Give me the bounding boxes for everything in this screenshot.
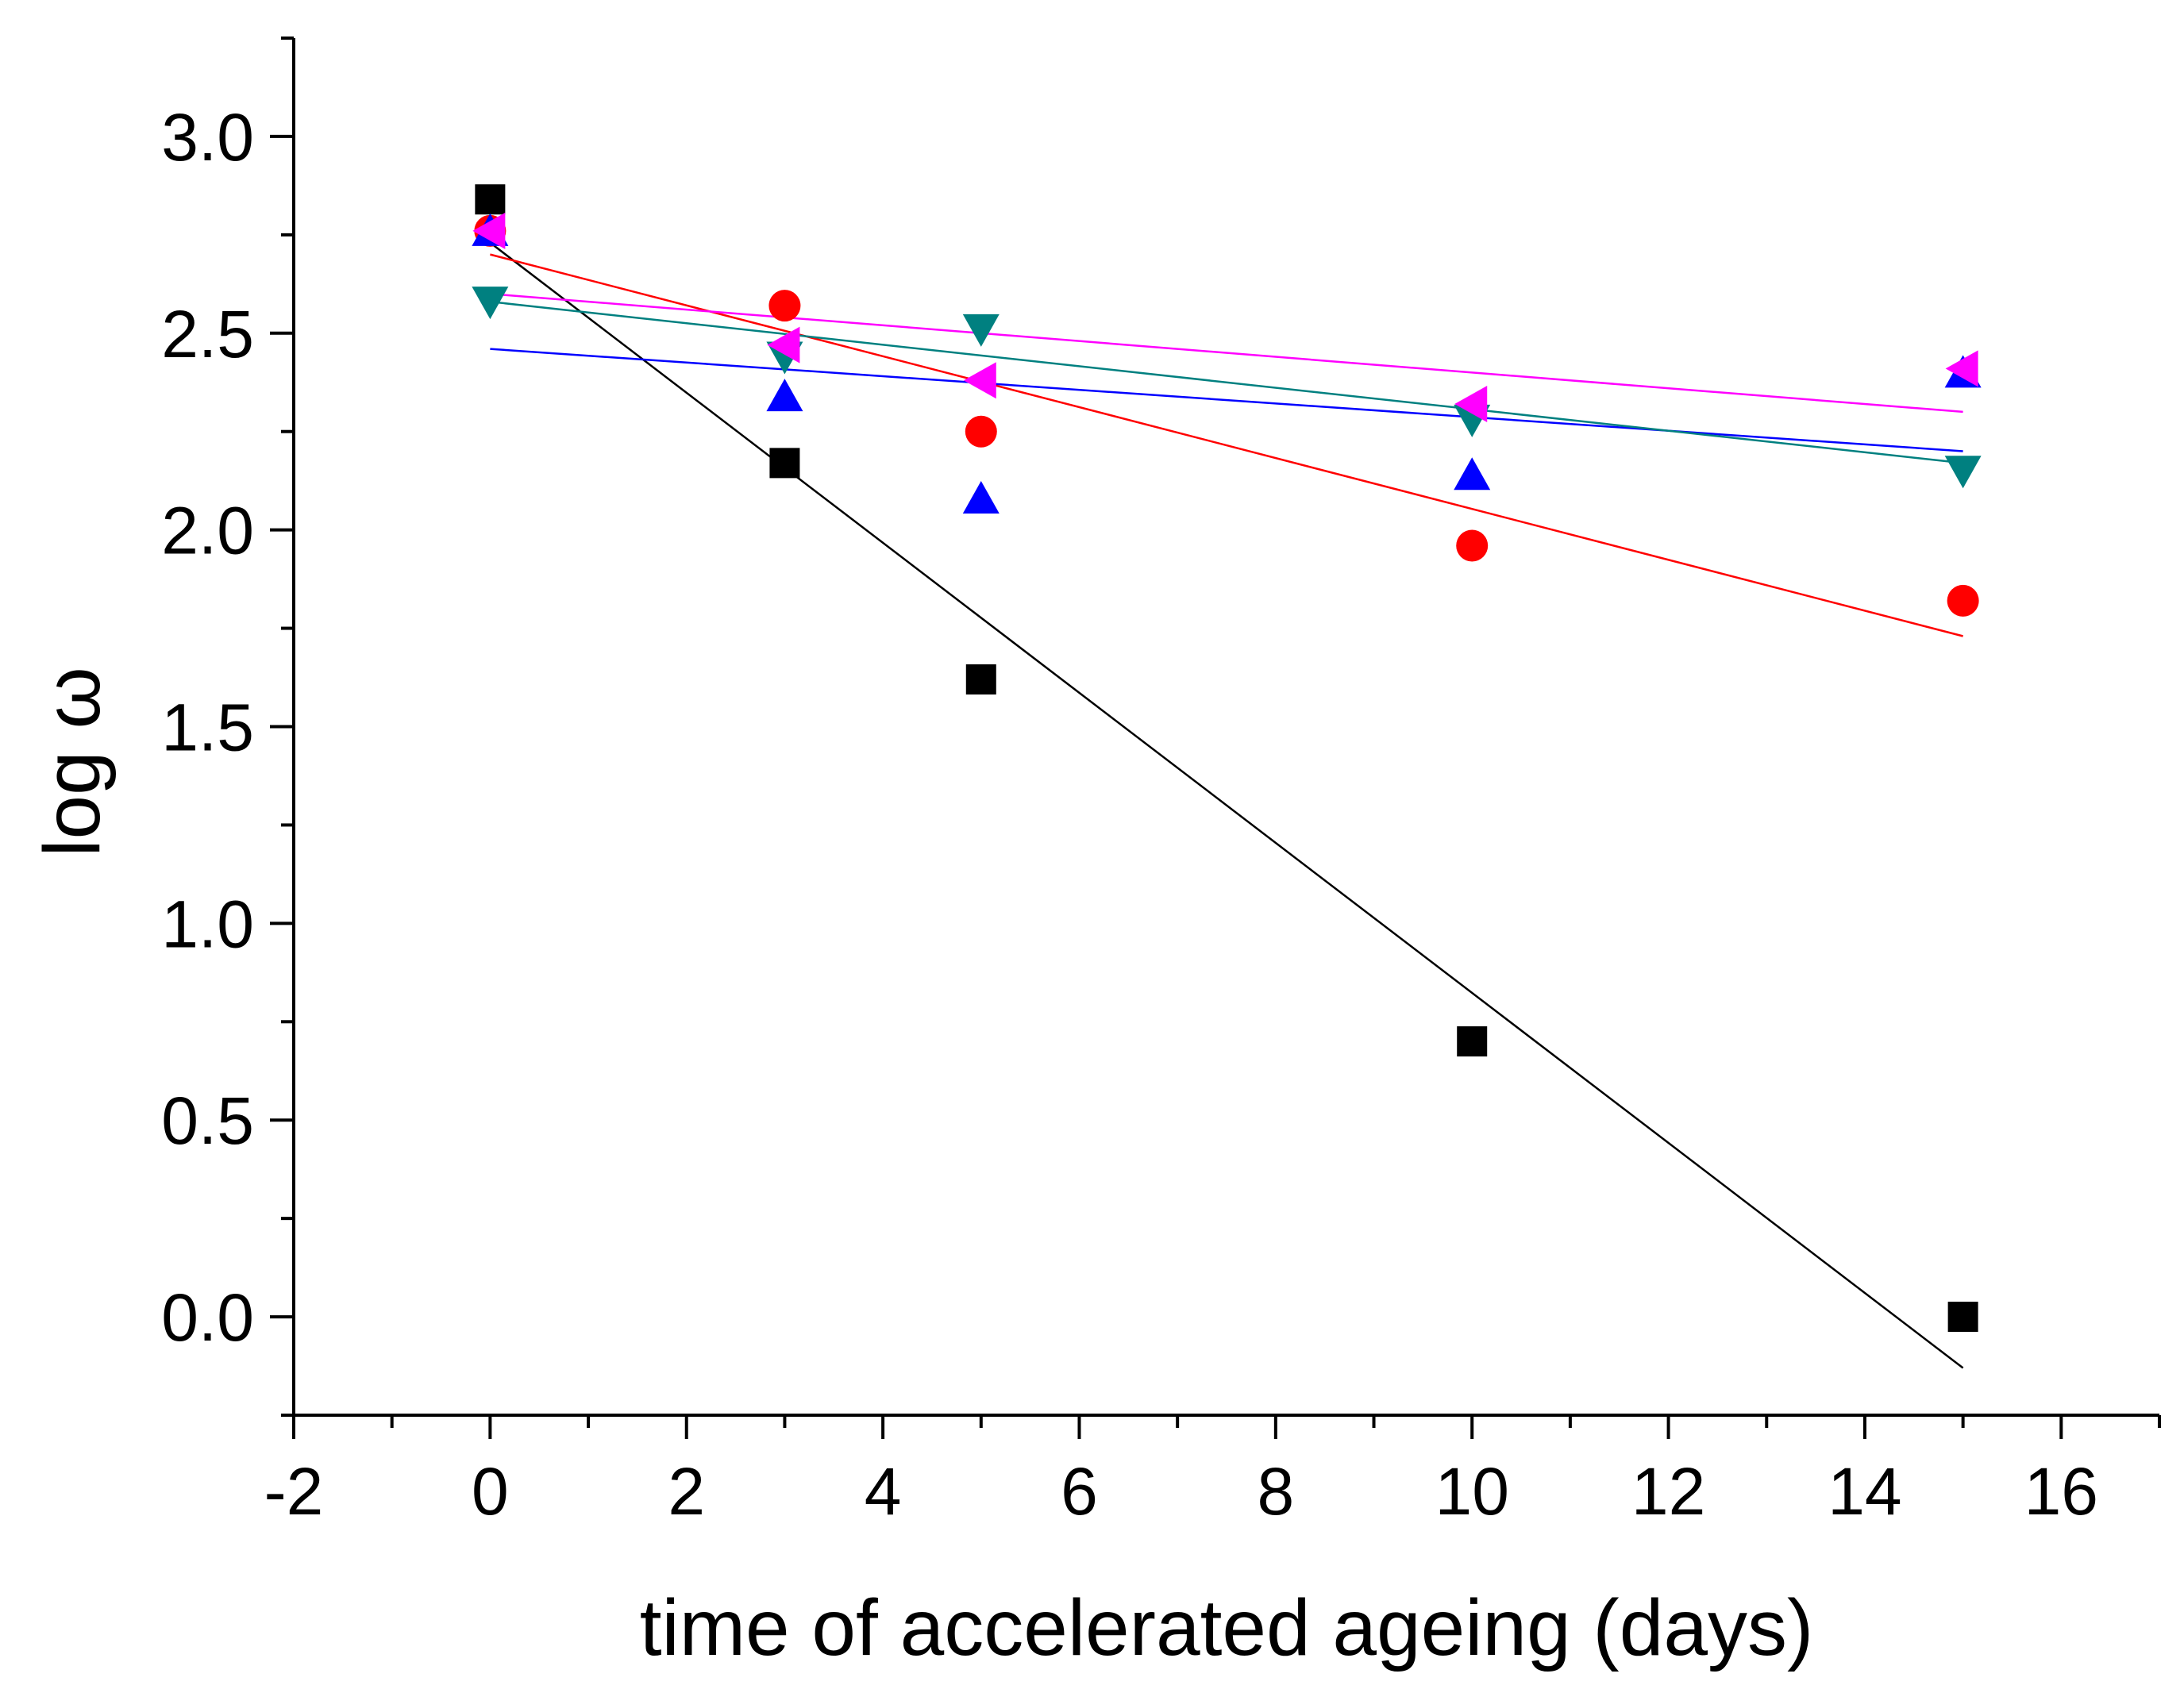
fit-line (490, 348, 1963, 452)
x-tick-label: 8 (1257, 1454, 1294, 1529)
x-tick-label: -2 (264, 1454, 324, 1529)
data-point (1947, 1302, 1978, 1333)
data-point (472, 212, 506, 249)
data-points (472, 184, 1982, 1333)
data-point (769, 448, 800, 479)
y-axis-title: log ω (28, 667, 117, 856)
data-point (965, 415, 997, 448)
y-tick-label: 0.0 (161, 1280, 254, 1355)
y-axis-ticks: 0.0 0.5 1.0 1.5 2.0 2.5 3.0 (161, 37, 294, 1417)
x-tick-label: 4 (865, 1454, 902, 1529)
fit-line (490, 300, 1963, 464)
x-tick-label: 12 (1631, 1454, 1705, 1529)
x-tick-label: 16 (2024, 1454, 2098, 1529)
data-point (766, 379, 803, 412)
data-point (1454, 386, 1488, 423)
data-point (963, 362, 996, 399)
fit-line (490, 253, 1963, 637)
data-point (1454, 457, 1491, 491)
data-point (475, 184, 506, 215)
y-tick-label: 3.0 (161, 100, 254, 175)
data-point (1457, 1026, 1488, 1057)
fit-lines (489, 241, 1964, 1369)
data-point (965, 664, 996, 695)
x-axis-ticks: -2 0 2 4 6 8 10 12 14 16 (264, 1415, 2161, 1529)
y-tick-label: 0.5 (161, 1083, 254, 1158)
data-point (962, 480, 1000, 514)
y-tick-label: 2.5 (161, 297, 254, 371)
fit-line (489, 241, 1964, 1369)
data-point (767, 326, 800, 364)
data-point (1456, 529, 1489, 562)
y-tick-label: 1.5 (161, 691, 254, 765)
x-tick-label: 0 (472, 1454, 509, 1529)
data-point (1944, 456, 1982, 489)
y-tick-label: 1.0 (161, 887, 254, 961)
data-point (1945, 350, 1978, 387)
x-tick-label: 6 (1061, 1454, 1098, 1529)
y-tick-label: 2.0 (161, 494, 254, 568)
x-axis-title: time of accelerated ageing (days) (640, 1583, 1814, 1672)
x-tick-label: 2 (668, 1454, 705, 1529)
data-point (962, 314, 1000, 347)
fit-line (490, 292, 1963, 414)
data-point (472, 287, 509, 320)
data-point (1947, 584, 1979, 617)
data-point (768, 290, 801, 322)
x-tick-label: 10 (1435, 1454, 1508, 1529)
x-tick-label: 14 (1828, 1454, 1901, 1529)
axes-frame (292, 38, 2159, 1417)
